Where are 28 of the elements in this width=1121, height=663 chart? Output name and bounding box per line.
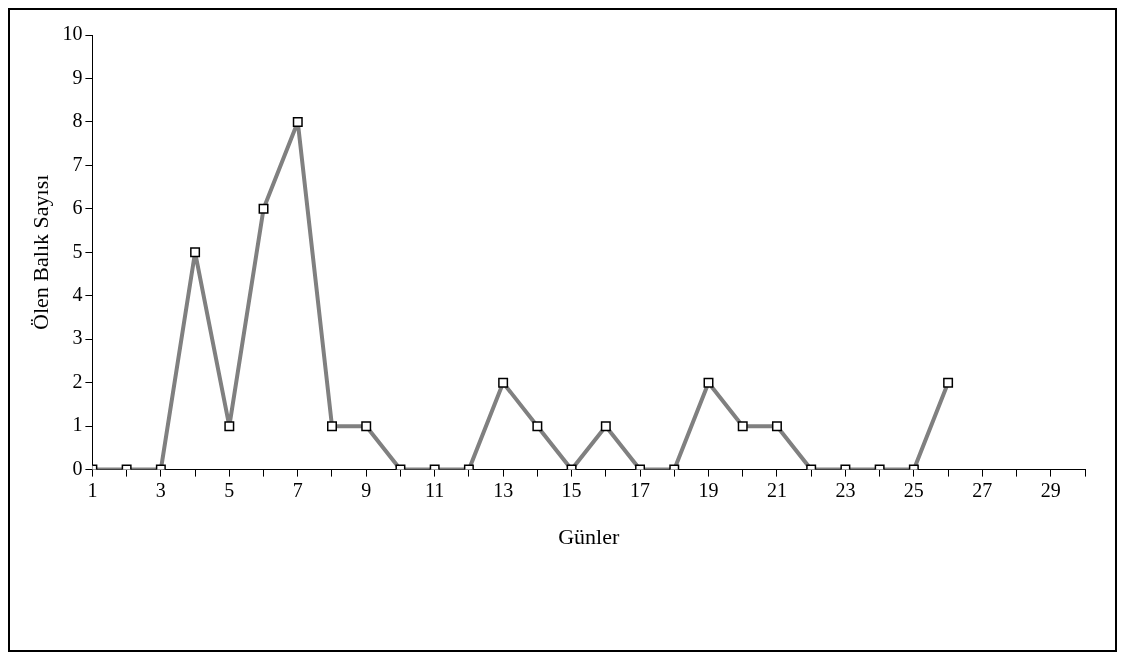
x-tick-label: 9	[361, 478, 372, 501]
x-tick-label: 1	[87, 478, 98, 501]
x-axis-title: Günler	[558, 523, 620, 549]
x-tick-label: 7	[292, 478, 303, 501]
x-tick-label: 17	[630, 478, 651, 501]
x-tick-label: 19	[698, 478, 719, 501]
y-tick-label: 0	[72, 456, 83, 479]
x-tick-label: 13	[493, 478, 514, 501]
y-axis-title: Ölen Balık Sayısı	[27, 174, 53, 330]
y-tick-label: 5	[72, 239, 83, 262]
y-tick-label: 1	[72, 413, 83, 436]
y-tick-label: 8	[72, 109, 83, 132]
x-tick-label: 11	[425, 478, 445, 501]
y-tick-label: 6	[72, 196, 83, 219]
y-tick-label: 7	[72, 152, 83, 175]
x-tick-label: 27	[972, 478, 993, 501]
y-tick-label: 9	[72, 65, 83, 88]
y-tick-label: 3	[72, 326, 83, 349]
y-tick-label: 2	[72, 369, 83, 392]
x-tick-label: 21	[766, 478, 787, 501]
y-tick-label: 4	[72, 283, 83, 306]
x-tick-label: 3	[155, 478, 166, 501]
x-tick-label: 23	[835, 478, 856, 501]
y-tick-label: 10	[62, 22, 83, 45]
x-tick-label: 29	[1040, 478, 1061, 501]
x-tick-label: 5	[224, 478, 235, 501]
x-tick-label: 15	[561, 478, 582, 501]
x-tick-label: 25	[903, 478, 924, 501]
